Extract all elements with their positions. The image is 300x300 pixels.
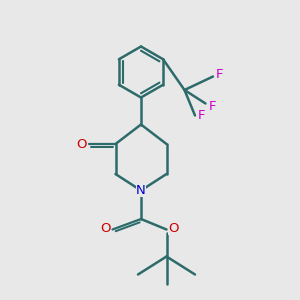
Text: O: O xyxy=(77,137,87,151)
Text: O: O xyxy=(101,221,111,235)
Text: O: O xyxy=(168,221,178,235)
Text: F: F xyxy=(208,100,216,113)
Text: N: N xyxy=(136,184,146,197)
Text: F: F xyxy=(216,68,223,82)
Text: F: F xyxy=(198,109,205,122)
